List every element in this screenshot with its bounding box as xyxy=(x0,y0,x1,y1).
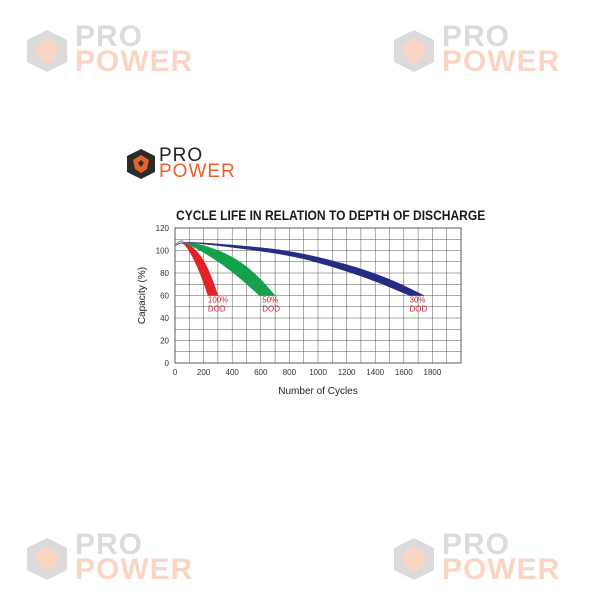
watermark-text-pro: PRO xyxy=(442,528,511,561)
watermark-text-power: POWER xyxy=(75,553,194,586)
series-label: DOD xyxy=(262,304,280,313)
y-tick-label: 20 xyxy=(160,337,169,346)
watermark-text-power: POWER xyxy=(442,553,561,586)
y-tick-label: 120 xyxy=(156,224,170,233)
cycle-life-chart: 0 200 400 600 800 1000 1200 1400 1600 1800 0 20 40 6… xyxy=(137,224,462,397)
x-tick-label: 1000 xyxy=(309,368,327,377)
logo-text-pro: PRO xyxy=(159,145,204,166)
y-tick-label: 60 xyxy=(160,292,169,301)
x-axis-label: Number of Cycles xyxy=(278,386,357,397)
watermark-mark-icon xyxy=(394,30,434,72)
watermark-text-pro: PRO xyxy=(75,20,144,53)
y-axis-ticks: 0 20 40 60 80 100 120 xyxy=(156,224,170,368)
series-label: DOD xyxy=(208,304,226,313)
x-axis-ticks: 0 200 400 600 800 1000 1200 1400 1600 1800 xyxy=(173,368,442,377)
x-tick-label: 200 xyxy=(197,368,211,377)
x-tick-label: 1600 xyxy=(395,368,413,377)
watermark-logo: PRO POWER xyxy=(392,22,582,82)
brand-mark-icon xyxy=(127,149,155,179)
x-tick-label: 1200 xyxy=(338,368,356,377)
watermark-logo: PRO POWER xyxy=(25,530,215,590)
series-label: DOD xyxy=(410,304,428,313)
watermark-mark-icon xyxy=(394,538,434,580)
y-axis-label: Capacity (%) xyxy=(137,267,148,324)
x-tick-label: 600 xyxy=(254,368,268,377)
y-tick-label: 80 xyxy=(160,269,169,278)
watermark-mark-icon xyxy=(27,538,67,580)
x-tick-label: 800 xyxy=(283,368,297,377)
x-tick-label: 0 xyxy=(173,368,178,377)
x-tick-label: 1400 xyxy=(366,368,384,377)
watermark-mark-icon xyxy=(27,30,67,72)
series-origin-curve xyxy=(174,240,184,247)
chart-title: CYCLE LIFE IN RELATION TO DEPTH OF DISCH… xyxy=(176,207,486,223)
y-tick-label: 40 xyxy=(160,314,169,323)
x-tick-label: 1800 xyxy=(424,368,442,377)
watermark-text-pro: PRO xyxy=(442,20,511,53)
watermark-text-pro: PRO xyxy=(75,528,144,561)
logo-text-power: POWER xyxy=(159,161,236,182)
watermark-logo: PRO POWER xyxy=(392,530,582,590)
x-tick-label: 400 xyxy=(226,368,240,377)
series-label: 50% xyxy=(262,295,278,304)
y-tick-label: 0 xyxy=(165,359,170,368)
series-area-2 xyxy=(174,242,424,296)
brand-logo: PRO POWER xyxy=(126,146,266,186)
watermark-text-power: POWER xyxy=(442,45,561,78)
y-tick-label: 100 xyxy=(156,247,170,256)
watermark-text-power: POWER xyxy=(75,45,194,78)
watermark-logo: PRO POWER xyxy=(25,22,215,82)
series-label: 100% xyxy=(208,295,228,304)
chart-series-areas xyxy=(174,240,424,296)
series-label: 30% xyxy=(410,295,426,304)
